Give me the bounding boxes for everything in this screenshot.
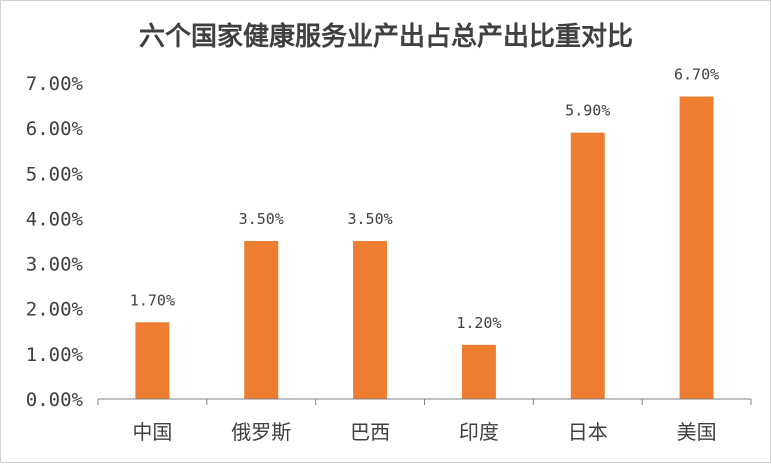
y-tick-label: 0.00% [26, 389, 84, 411]
x-tick-label: 印度 [459, 420, 499, 444]
x-tick-label: 美国 [677, 420, 717, 444]
bar [353, 241, 388, 399]
bar [461, 344, 496, 399]
data-labels: 1.70% 3.50% 3.50% 1.20% 5.90% 6.70% [130, 66, 719, 332]
data-label: 6.70% [674, 66, 719, 84]
y-tick-label: 7.00% [26, 73, 84, 95]
y-tick-label: 6.00% [26, 118, 84, 140]
data-label: 5.90% [565, 102, 610, 120]
x-axis-ticks: 中国 俄罗斯 巴西 印度 日本 美国 [132, 420, 716, 444]
data-label: 3.50% [239, 210, 284, 228]
y-tick-label: 3.00% [26, 254, 84, 276]
data-label: 1.70% [130, 291, 175, 309]
y-tick-label: 1.00% [26, 344, 84, 366]
bars [135, 96, 714, 400]
x-tick-label: 中国 [132, 420, 172, 444]
x-tick-label: 俄罗斯 [231, 420, 291, 444]
bar [135, 322, 170, 399]
y-tick-label: 4.00% [26, 208, 84, 230]
data-label: 3.50% [348, 210, 393, 228]
y-tick-label: 5.00% [26, 163, 84, 185]
chart-title: 六个国家健康服务业产出占总产出比重对比 [139, 21, 633, 52]
data-label: 1.20% [456, 314, 501, 332]
y-axis-ticks: 0.00% 1.00% 2.00% 3.00% 4.00% 5.00% 6.00% 7.00% [26, 73, 84, 411]
x-tick-label: 巴西 [350, 420, 390, 444]
y-tick-label: 2.00% [26, 299, 84, 321]
bar [679, 96, 714, 400]
x-tick-label: 日本 [568, 420, 608, 444]
x-axis [97, 398, 752, 405]
bar [570, 132, 605, 399]
bar [244, 241, 279, 399]
